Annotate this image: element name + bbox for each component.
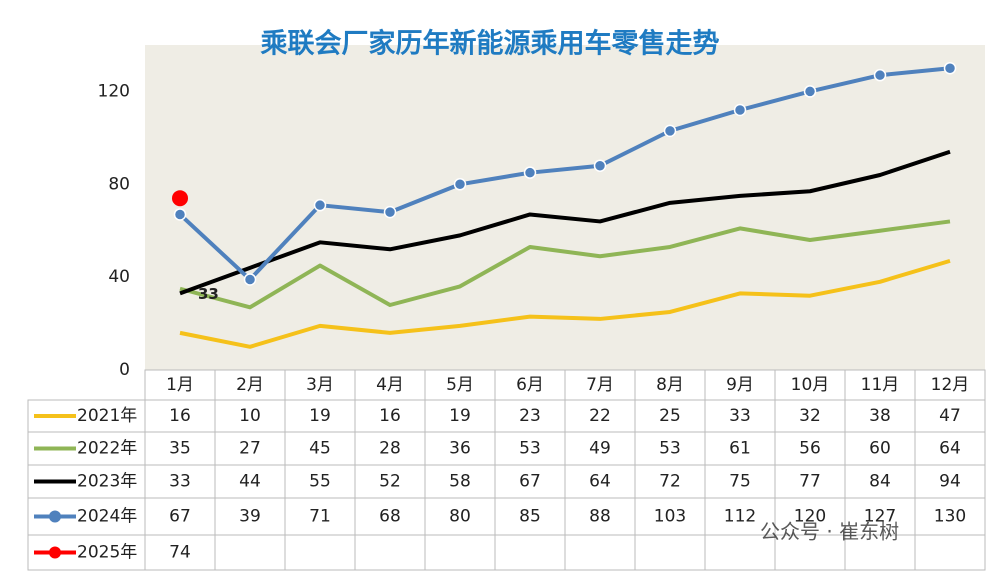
- legend-marker: [49, 510, 61, 523]
- table-value: 74: [169, 543, 191, 563]
- x-tick-label: 9月: [726, 375, 754, 395]
- table-value: 120: [794, 507, 826, 527]
- table-value: 36: [449, 439, 471, 459]
- table-value: 38: [869, 406, 891, 426]
- table-value: 61: [729, 439, 751, 459]
- x-tick-label: 3月: [306, 375, 334, 395]
- table-value: 53: [659, 439, 681, 459]
- table-value: 16: [169, 406, 191, 426]
- table-value: 64: [939, 439, 961, 459]
- legend-label: 2021年: [77, 406, 137, 426]
- series-marker: [733, 103, 747, 117]
- chart-title: 乘联会厂家历年新能源乘用车零售走势: [260, 28, 720, 60]
- table-value: 127: [864, 507, 896, 527]
- x-tick-label: 6月: [516, 375, 544, 395]
- y-tick-label: 40: [108, 267, 130, 287]
- x-tick-label: 5月: [446, 375, 474, 395]
- series-marker: [663, 124, 677, 138]
- table-value: 85: [519, 507, 541, 527]
- table-value: 58: [449, 472, 471, 492]
- x-tick-label: 11月: [861, 375, 900, 395]
- x-tick-label: 4月: [376, 375, 404, 395]
- table-value: 53: [519, 439, 541, 459]
- table-value: 94: [939, 472, 961, 492]
- plot-area: [145, 45, 985, 370]
- table-value: 80: [449, 507, 471, 527]
- table-value: 52: [379, 472, 401, 492]
- legend-label: 2025年: [77, 543, 137, 563]
- x-tick-label: 2月: [236, 375, 264, 395]
- table-value: 68: [379, 507, 401, 527]
- table-value: 10: [239, 406, 261, 426]
- table-value: 60: [869, 439, 891, 459]
- table-value: 72: [659, 472, 681, 492]
- x-tick-label: 8月: [656, 375, 684, 395]
- series-line: [179, 258, 951, 349]
- table-value: 112: [724, 507, 756, 527]
- table-value: 27: [239, 439, 261, 459]
- legend-label: 2023年: [77, 472, 137, 492]
- x-tick-label: 7月: [586, 375, 614, 395]
- table-value: 19: [309, 406, 331, 426]
- table-value: 35: [169, 439, 191, 459]
- table-cell: [914, 534, 986, 571]
- table-value: 47: [939, 406, 961, 426]
- table-value: 56: [799, 439, 821, 459]
- y-tick-label: 0: [119, 360, 130, 380]
- table-value: 23: [519, 406, 541, 426]
- legend-marker: [49, 546, 61, 559]
- legend-label: 2024年: [77, 507, 137, 527]
- x-tick-label: 12月: [931, 375, 970, 395]
- table-value: 32: [799, 406, 821, 426]
- series-marker: [943, 61, 957, 75]
- series-line: [178, 66, 951, 282]
- series-marker: [313, 198, 327, 212]
- legend-label: 2022年: [77, 439, 137, 459]
- x-tick-label: 10月: [791, 375, 830, 395]
- series-marker: [453, 178, 467, 191]
- table-value: 33: [169, 472, 191, 492]
- table-value: 64: [589, 472, 611, 492]
- table-value: 67: [169, 507, 191, 527]
- series-line: [179, 219, 951, 310]
- table-value: 44: [239, 472, 261, 492]
- table-value: 28: [379, 439, 401, 459]
- table-value: 45: [309, 439, 331, 459]
- series-marker: [172, 190, 188, 207]
- table-value: 19: [449, 406, 471, 426]
- table-value: 39: [239, 507, 261, 527]
- data-label: 33: [198, 285, 219, 303]
- series-marker: [173, 208, 187, 221]
- y-tick-label: 120: [98, 81, 130, 101]
- series-marker: [383, 205, 397, 219]
- x-tick-label: 1月: [166, 375, 194, 395]
- table-value: 103: [654, 507, 686, 527]
- table-value: 67: [519, 472, 541, 492]
- table-value: 22: [589, 406, 611, 426]
- table-value: 71: [309, 507, 331, 527]
- table-value: 88: [589, 507, 611, 527]
- table-value: 75: [729, 472, 751, 492]
- series-marker: [243, 273, 257, 286]
- table-value: 84: [869, 472, 891, 492]
- y-tick-label: 80: [108, 174, 130, 194]
- table-value: 33: [729, 406, 751, 426]
- series-marker: [593, 159, 607, 172]
- table-value: 16: [379, 406, 401, 426]
- table-value: 49: [589, 439, 611, 459]
- table-value: 25: [659, 406, 681, 426]
- watermark: 公众号 · 崔东树: [760, 520, 899, 544]
- table-value: 77: [799, 472, 821, 492]
- table-value: 130: [934, 507, 966, 527]
- series-marker: [873, 68, 887, 82]
- series-line: [179, 149, 951, 296]
- series-marker: [803, 85, 817, 98]
- table-value: 55: [309, 472, 331, 492]
- series-marker: [523, 166, 537, 179]
